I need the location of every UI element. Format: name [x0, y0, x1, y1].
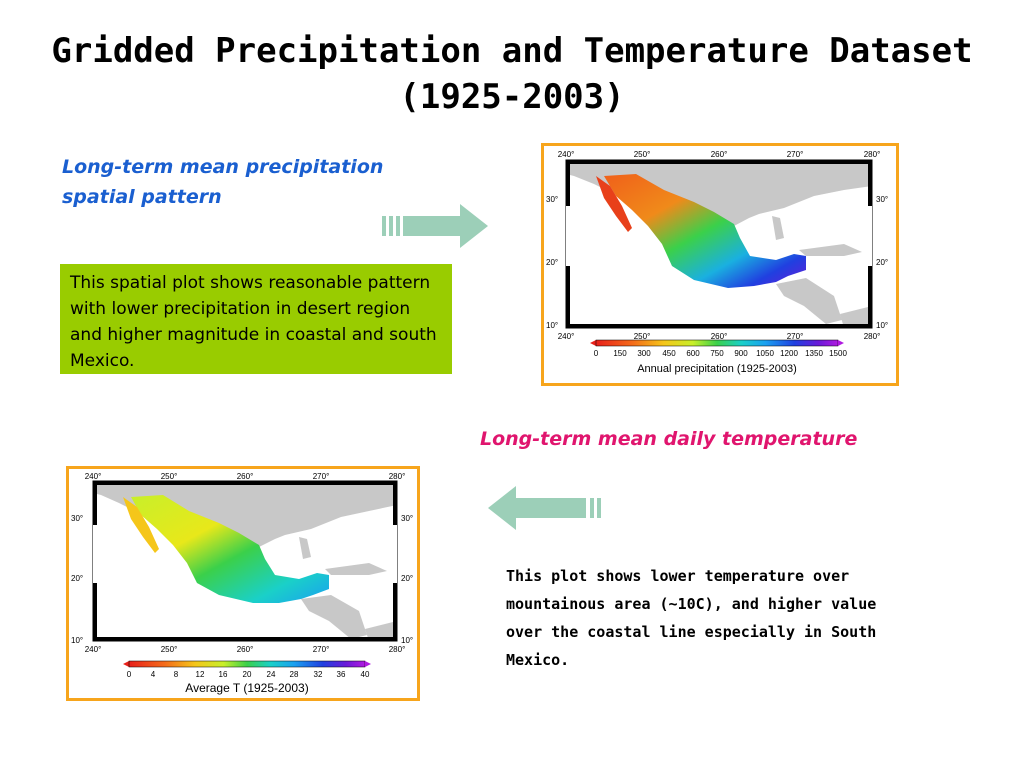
lon-tick-bottom: 260°: [237, 645, 254, 654]
lon-tick-bottom: 250°: [634, 332, 651, 341]
lat-tick-left: 10°: [71, 636, 83, 645]
precipitation-heading: Long-term mean precipitation spatial pat…: [62, 152, 452, 212]
precipitation-description-box: This spatial plot shows reasonable patte…: [60, 264, 452, 374]
colorbar-tick: 28: [290, 670, 299, 679]
colorbar-tick: 8: [174, 670, 179, 679]
slide-title-line1: Gridded Precipitation and Temperature Da…: [51, 31, 973, 71]
precipitation-description: This spatial plot shows reasonable patte…: [70, 273, 437, 371]
colorbar-tick: 0: [594, 349, 599, 358]
lat-tick-right: 30°: [401, 514, 413, 523]
slide-title: Gridded Precipitation and Temperature Da…: [0, 28, 1024, 120]
lat-tick-right: 20°: [876, 258, 888, 267]
lon-tick-bottom: 280°: [864, 332, 881, 341]
colorbar-tick: 12: [196, 670, 205, 679]
lon-tick-top: 260°: [237, 472, 254, 481]
colorbar-tick: 150: [613, 349, 627, 358]
temperature-map: 240° 250° 260° 270° 280° 240° 250° 260° …: [71, 472, 413, 695]
colorbar-tick: 36: [337, 670, 346, 679]
colorbar-tick: 16: [219, 670, 228, 679]
colorbar-tick: 32: [314, 670, 323, 679]
temperature-map-caption: Average T (1925-2003): [185, 681, 308, 695]
colorbar-tick: 1500: [829, 349, 847, 358]
colorbar-tick: 1350: [805, 349, 823, 358]
lat-tick-left: 20°: [546, 258, 558, 267]
lon-tick-top: 240°: [558, 150, 575, 159]
precipitation-map-figure: 240° 250° 260° 270° 280° 240° 250° 260° …: [541, 143, 899, 386]
arrow-left-icon: [488, 486, 601, 530]
lon-tick-top: 250°: [161, 472, 178, 481]
colorbar-tick: 4: [151, 670, 156, 679]
slide-title-line2: (1925-2003): [399, 77, 625, 117]
lon-tick-bottom: 240°: [85, 645, 102, 654]
temperature-heading: Long-term mean daily temperature: [480, 428, 858, 450]
colorbar-tick: 600: [686, 349, 700, 358]
lat-tick-left: 30°: [546, 195, 558, 204]
lat-tick-left: 20°: [71, 574, 83, 583]
colorbar-tick: 1050: [756, 349, 774, 358]
colorbar-tick: 900: [734, 349, 748, 358]
temperature-description: This plot shows lower temperature over m…: [506, 567, 877, 669]
lon-tick-top: 250°: [634, 150, 651, 159]
colorbar-tick: 24: [267, 670, 276, 679]
colorbar-tick: 750: [710, 349, 724, 358]
colorbar-tick: 450: [662, 349, 676, 358]
arrow-right-icon: [382, 204, 488, 248]
colorbar-tick: 300: [637, 349, 651, 358]
colorbar-tick: 40: [361, 670, 370, 679]
lon-tick-bottom: 280°: [389, 645, 406, 654]
colorbar-tick: 1200: [780, 349, 798, 358]
lon-tick-top: 270°: [787, 150, 804, 159]
lat-tick-left: 10°: [546, 321, 558, 330]
precipitation-heading-line1: Long-term mean precipitation: [62, 156, 384, 178]
precipitation-heading-line2: spatial pattern: [62, 186, 222, 208]
lat-tick-left: 30°: [71, 514, 83, 523]
lat-tick-right: 10°: [876, 321, 888, 330]
colorbar-tick: 20: [243, 670, 252, 679]
lon-tick-bottom: 270°: [313, 645, 330, 654]
temperature-map-figure: 240° 250° 260° 270° 280° 240° 250° 260° …: [66, 466, 420, 701]
lon-tick-bottom: 240°: [558, 332, 575, 341]
lat-tick-right: 30°: [876, 195, 888, 204]
lon-tick-top: 280°: [389, 472, 406, 481]
lon-tick-top: 240°: [85, 472, 102, 481]
lon-tick-top: 260°: [711, 150, 728, 159]
precipitation-map-caption: Annual precipitation (1925-2003): [637, 363, 797, 375]
lon-tick-bottom: 250°: [161, 645, 178, 654]
lat-tick-right: 10°: [401, 636, 413, 645]
lon-tick-top: 270°: [313, 472, 330, 481]
lat-tick-right: 20°: [401, 574, 413, 583]
lon-tick-bottom: 270°: [787, 332, 804, 341]
lon-tick-top: 280°: [864, 150, 881, 159]
precipitation-map: 240° 250° 260° 270° 280° 240° 250° 260° …: [546, 150, 888, 375]
lon-tick-bottom: 260°: [711, 332, 728, 341]
colorbar-tick: 0: [127, 670, 132, 679]
